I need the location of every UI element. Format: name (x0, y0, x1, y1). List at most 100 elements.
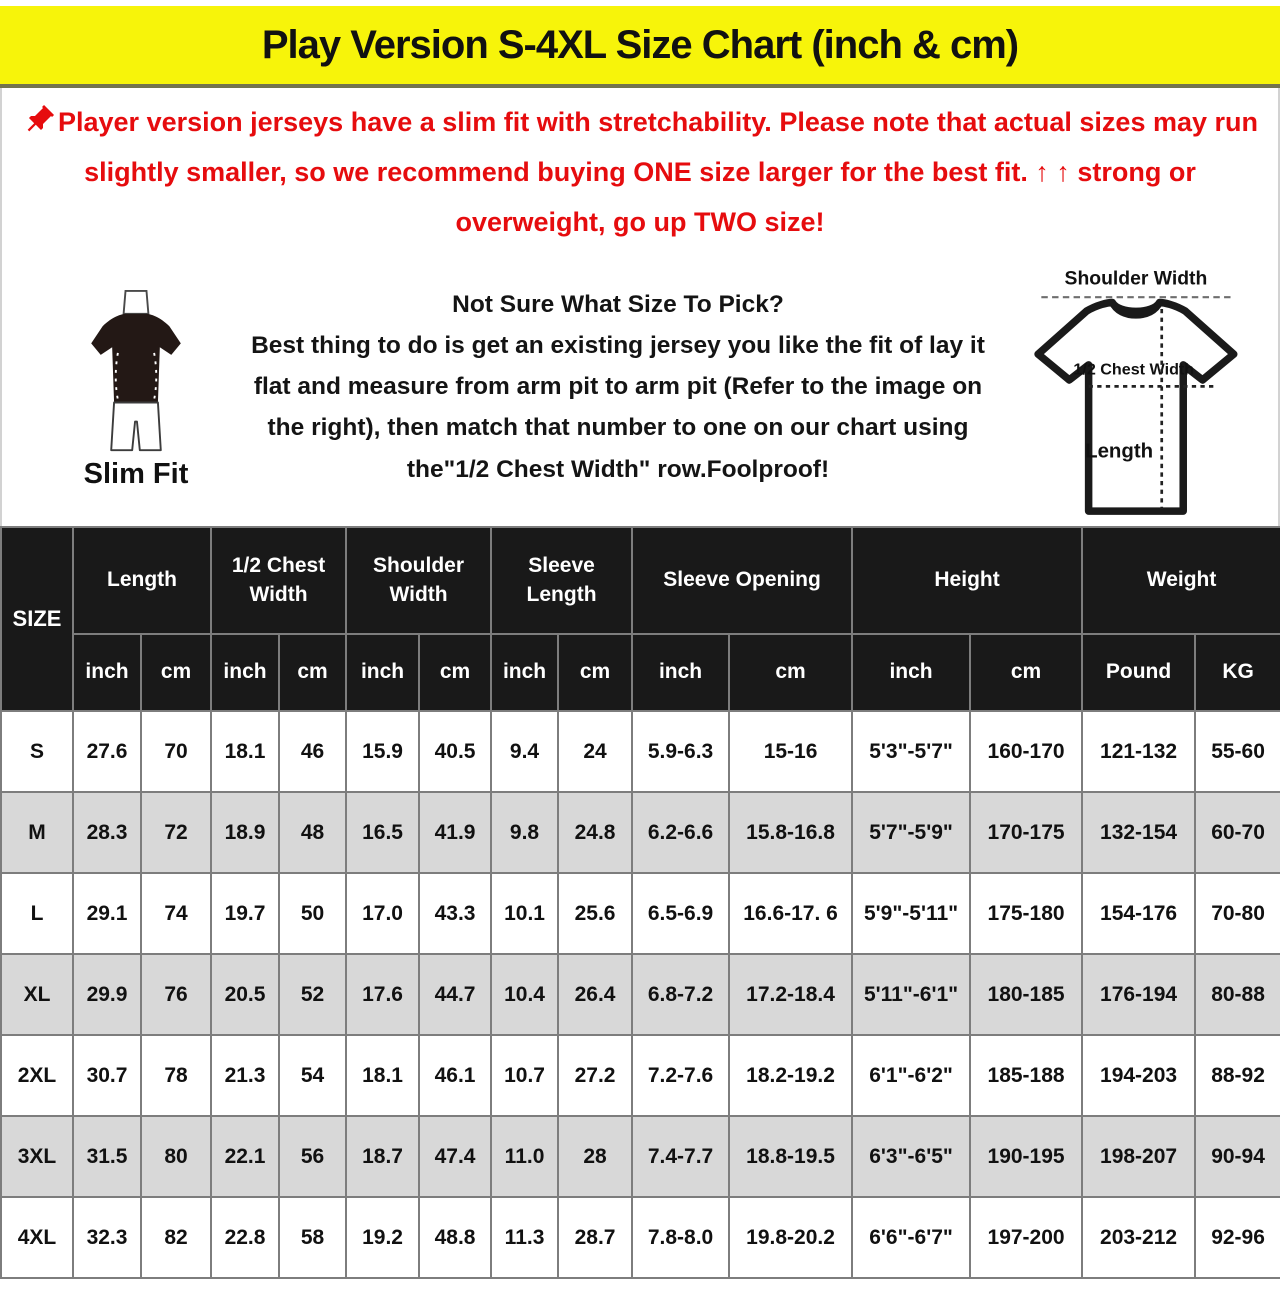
table-cell: 5'3"-5'7" (851, 710, 972, 793)
col-header-sleeve-length: Sleeve Length (490, 526, 634, 635)
table-cell: 78 (139, 1034, 213, 1117)
table-cell: 20.5 (210, 953, 281, 1036)
subcol-sleevelen-inch: inch (490, 633, 560, 712)
subcol-height-inch: inch (851, 633, 972, 712)
table-cell: 30.7 (72, 1034, 142, 1117)
table-cell: 44.7 (418, 953, 493, 1036)
table-cell: 92-96 (1194, 1196, 1280, 1279)
table-row: M 28.3 72 18.9 48 16.5 41.9 9.8 24.8 6.2-6.6 15.8-… (0, 791, 1280, 874)
table-cell: 41.9 (418, 791, 493, 874)
tshirt-measure-diagram: Shoulder Width 1/2 Chest Width Length (1034, 267, 1238, 515)
table-cell: 50 (278, 872, 348, 955)
table-cell: 180-185 (969, 953, 1084, 1036)
table-cell: 6.5-6.9 (631, 872, 731, 955)
table-cell: 185-188 (969, 1034, 1084, 1117)
measure-diagram-column: Shoulder Width 1/2 Chest Width Length (1012, 262, 1264, 526)
table-cell: 82 (139, 1196, 213, 1279)
table-cell: 190-195 (969, 1115, 1084, 1198)
table-cell: 88-92 (1194, 1034, 1280, 1117)
table-row: 3XL 31.5 80 22.1 56 18.7 47.4 11.0 28 7.4-7.7 18.8… (0, 1115, 1280, 1198)
table-cell: 26.4 (557, 953, 634, 1036)
guide-body: Best thing to do is get an existing jers… (251, 332, 985, 483)
guide-text: Not Sure What Size To Pick? Best thing t… (236, 262, 1012, 526)
table-cell: 17.6 (345, 953, 421, 1036)
table-cell: 5.9-6.3 (631, 710, 731, 793)
table-cell: 10.4 (490, 953, 560, 1036)
size-table: SIZE Length 1/2 Chest Width Shoulder Wid… (0, 526, 1280, 1279)
size-cell: 3XL (0, 1115, 74, 1198)
table-cell: 72 (139, 791, 213, 874)
table-cell: 74 (139, 872, 213, 955)
table-cell: 28 (557, 1115, 634, 1198)
table-cell: 40.5 (418, 710, 493, 793)
half-chest-width-label: 1/2 Chest Width (1073, 361, 1194, 379)
table-cell: 32.3 (72, 1196, 142, 1279)
table-cell: 17.2-18.4 (728, 953, 854, 1036)
table-cell: 18.2-19.2 (728, 1034, 854, 1117)
table-cell: 11.0 (490, 1115, 560, 1198)
table-cell: 52 (278, 953, 348, 1036)
table-cell: 7.8-8.0 (631, 1196, 731, 1279)
size-cell: S (0, 710, 74, 793)
table-cell: 46.1 (418, 1034, 493, 1117)
table-cell: 18.8-19.5 (728, 1115, 854, 1198)
table-cell: 58 (278, 1196, 348, 1279)
table-cell: 6.2-6.6 (631, 791, 731, 874)
table-cell: 27.6 (72, 710, 142, 793)
subcol-height-cm: cm (969, 633, 1084, 712)
table-cell: 15-16 (728, 710, 854, 793)
table-cell: 9.8 (490, 791, 560, 874)
table-cell: 7.2-7.6 (631, 1034, 731, 1117)
col-header-sleeve-opening: Sleeve Opening (631, 526, 854, 635)
table-cell: 170-175 (969, 791, 1084, 874)
table-cell: 76 (139, 953, 213, 1036)
slim-fit-figure-icon (91, 290, 181, 452)
table-cell: 16.6-17. 6 (728, 872, 854, 955)
table-cell: 54 (278, 1034, 348, 1117)
table-cell: 5'7"-5'9" (851, 791, 972, 874)
table-cell: 60-70 (1194, 791, 1280, 874)
table-cell: 25.6 (557, 872, 634, 955)
col-header-size: SIZE (0, 526, 74, 712)
table-cell: 7.4-7.7 (631, 1115, 731, 1198)
table-cell: 15.8-16.8 (728, 791, 854, 874)
subcol-weight-kg: KG (1194, 633, 1280, 712)
table-cell: 16.5 (345, 791, 421, 874)
table-cell: 46 (278, 710, 348, 793)
col-header-height: Height (851, 526, 1084, 635)
table-cell: 203-212 (1081, 1196, 1197, 1279)
table-cell: 55-60 (1194, 710, 1280, 793)
table-cell: 5'11"-6'1" (851, 953, 972, 1036)
table-cell: 15.9 (345, 710, 421, 793)
guide-section: Slim Fit Not Sure What Size To Pick? Bes… (2, 260, 1278, 526)
table-cell: 43.3 (418, 872, 493, 955)
table-cell: 194-203 (1081, 1034, 1197, 1117)
subcol-sleeveopen-cm: cm (728, 633, 854, 712)
size-cell: XL (0, 953, 74, 1036)
table-cell: 24.8 (557, 791, 634, 874)
table-cell: 6'1"-6'2" (851, 1034, 972, 1117)
table-cell: 80 (139, 1115, 213, 1198)
table-cell: 198-207 (1081, 1115, 1197, 1198)
col-header-shoulder-width: Shoulder Width (345, 526, 493, 635)
table-cell: 19.7 (210, 872, 281, 955)
table-cell: 70 (139, 710, 213, 793)
fit-notice-text: Player version jerseys have a slim fit w… (58, 107, 1258, 237)
table-cell: 121-132 (1081, 710, 1197, 793)
table-cell: 160-170 (969, 710, 1084, 793)
table-cell: 10.1 (490, 872, 560, 955)
pushpin-icon (27, 104, 55, 132)
size-table-body: S 27.6 70 18.1 46 15.9 40.5 9.4 24 5.9-6.3 15-16 5'… (0, 710, 1280, 1279)
col-header-weight: Weight (1081, 526, 1280, 635)
size-table-header: SIZE Length 1/2 Chest Width Shoulder Wid… (0, 526, 1280, 712)
table-cell: 19.8-20.2 (728, 1196, 854, 1279)
slim-fit-label: Slim Fit (83, 458, 189, 490)
table-row: XL 29.9 76 20.5 52 17.6 44.7 10.4 26.4 6.8-7.2 17.… (0, 953, 1280, 1036)
length-label: Length (1085, 440, 1153, 462)
table-row: 2XL 30.7 78 21.3 54 18.1 46.1 10.7 27.2 7.2-7.6 18… (0, 1034, 1280, 1117)
table-cell: 27.2 (557, 1034, 634, 1117)
table-cell: 28.7 (557, 1196, 634, 1279)
table-cell: 17.0 (345, 872, 421, 955)
size-cell: 4XL (0, 1196, 74, 1279)
